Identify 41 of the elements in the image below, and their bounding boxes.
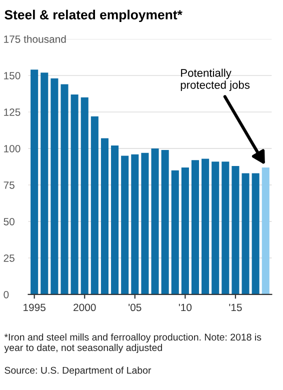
bar	[252, 173, 260, 294]
bar	[202, 158, 210, 294]
x-tick-label: '05	[128, 304, 142, 312]
bar	[212, 162, 220, 294]
y-tick-label: 50	[4, 218, 14, 226]
bar	[141, 152, 149, 294]
bar	[111, 146, 119, 294]
bar	[30, 70, 38, 294]
y-tick-label: 0	[4, 290, 9, 298]
bar	[242, 173, 250, 294]
bar	[80, 97, 88, 294]
bar	[171, 170, 179, 294]
y-tick-label: 100	[4, 144, 20, 152]
bar	[90, 116, 98, 294]
bar	[262, 167, 270, 294]
y-tick-label: 75	[4, 182, 14, 189]
bar	[191, 160, 200, 294]
bar	[60, 84, 68, 294]
y-tick-label: 150	[4, 72, 20, 80]
annotation: Potentially protected jobs	[180, 68, 250, 92]
chart-title: Steel & related employment*	[4, 10, 182, 22]
bar	[161, 150, 169, 294]
bar	[181, 167, 189, 294]
y-tick-label: 175 thousand	[4, 35, 66, 43]
bar	[40, 72, 48, 294]
bar	[151, 148, 159, 294]
bar	[121, 156, 129, 294]
x-tick-label: '10	[178, 304, 192, 312]
bar	[232, 166, 240, 294]
source-note: Source: U.S. Department of Labor	[4, 366, 152, 376]
text: *Iron and steel mills and ferroalloy production. Note: 2018 is year to date, not seasonally adjusted	[4, 333, 262, 353]
x-tick-label: '15	[229, 304, 242, 312]
x-tick-label: 2000	[74, 304, 96, 312]
bar	[70, 94, 78, 294]
bar	[222, 162, 230, 294]
y-tick-label: 25	[4, 254, 14, 262]
bar	[100, 138, 109, 294]
y-tick-label: 125	[4, 108, 20, 116]
bar	[131, 154, 139, 294]
bar	[50, 78, 58, 294]
x-tick-label: 1995	[24, 304, 46, 312]
